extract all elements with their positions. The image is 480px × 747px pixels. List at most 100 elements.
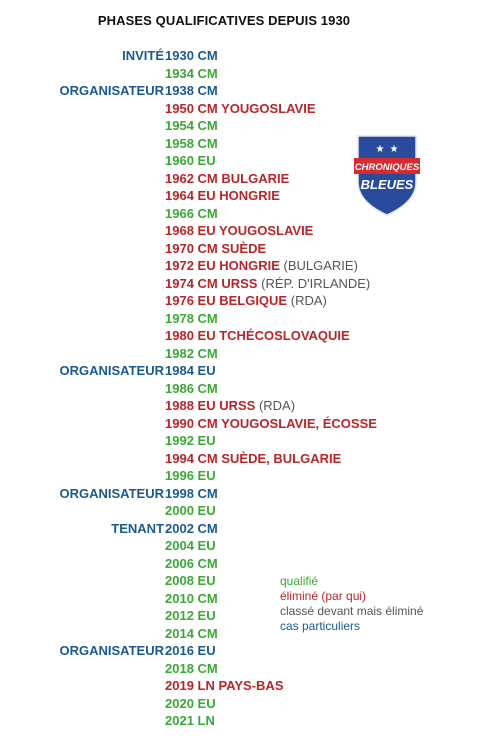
- row-label: 1950 CM YOUGOSLAVIE: [165, 100, 316, 116]
- row-prefix: ORGANISATEUR: [59, 485, 164, 501]
- row-label: 1958 CM: [165, 135, 218, 151]
- row-label: 1962 CM BULGARIE: [165, 170, 290, 186]
- timeline-row: 1974 CM URSS (RÉP. D'IRLANDE): [0, 275, 480, 293]
- row-label: 1982 CM: [165, 345, 218, 361]
- row-label: 2008 EU: [165, 573, 216, 588]
- row-label: 2004 EU: [165, 538, 216, 553]
- qualification-timeline: INVITÉ 1930 CM 1934 CM ORGANISATEUR 1938 C…: [0, 47, 480, 730]
- timeline-row: 1978 CM: [0, 310, 480, 328]
- legend-item-special: cas particuliers: [280, 619, 361, 633]
- timeline-row: 1934 CM: [0, 65, 480, 83]
- timeline-row: ORGANISATEUR 2016 EU: [0, 642, 480, 660]
- row-label: 2000 EU: [165, 503, 216, 518]
- timeline-row: 1970 CM SUÈDE: [0, 240, 480, 258]
- row-label: 1960 EU: [165, 153, 216, 168]
- timeline-row: 1994 CM SUÈDE, BULGARIE: [0, 450, 480, 468]
- timeline-row: 2000 EU: [0, 502, 480, 520]
- timeline-row: 1964 EU HONGRIE: [0, 187, 480, 205]
- logo-line2: BLEUES: [361, 177, 414, 192]
- row-label: 2002 CM: [165, 520, 218, 536]
- timeline-row: TENANT 2002 CM: [0, 520, 480, 538]
- timeline-row: 2021 LN: [0, 712, 480, 730]
- timeline-row: 1958 CM: [0, 135, 480, 153]
- row-label: 1988 EU URSS: [165, 398, 256, 413]
- chroniques-bleues-logo: ★ ★ CHRONIQUES BLEUES: [354, 135, 420, 216]
- timeline-row: 1962 CM BULGARIE: [0, 170, 480, 188]
- row-prefix: TENANT: [111, 520, 164, 536]
- row-label: 2016 EU: [165, 643, 216, 658]
- row-prefix: INVITÉ: [122, 48, 164, 63]
- row-label: 1970 CM SUÈDE: [165, 240, 267, 256]
- row-label: 1998 CM: [165, 485, 218, 501]
- row-label: 2006 CM: [165, 555, 218, 571]
- row-label: 1986 CM: [165, 380, 218, 396]
- timeline-row: ORGANISATEUR 1938 CM: [0, 82, 480, 100]
- timeline-row: 2008 EU: [0, 572, 480, 590]
- timeline-row: 1982 CM: [0, 345, 480, 363]
- timeline-row: 1960 EU: [0, 152, 480, 170]
- timeline-row: 2010 CM: [0, 590, 480, 608]
- row-label: 1978 CM: [165, 310, 218, 326]
- row-label: 1930 CM: [165, 48, 218, 63]
- row-label: 1976 EU BELGIQUE: [165, 293, 288, 308]
- logo-line1: CHRONIQUES: [355, 162, 420, 173]
- timeline-row: 2020 EU: [0, 695, 480, 713]
- row-ahead-note: (RDA): [290, 293, 327, 308]
- timeline-row: 1990 CM YOUGOSLAVIE, ÉCOSSE: [0, 415, 480, 433]
- timeline-row: 1968 EU YOUGOSLAVIE: [0, 222, 480, 240]
- timeline-row: 1972 EU HONGRIE (BULGARIE): [0, 257, 480, 275]
- legend-item-qualified: qualifié: [280, 574, 319, 588]
- row-label: 2020 EU: [165, 695, 216, 711]
- timeline-row: 2006 CM: [0, 555, 480, 573]
- timeline-row: 2004 EU: [0, 537, 480, 555]
- row-ahead-note: (RDA): [258, 398, 296, 413]
- timeline-row: 2018 CM: [0, 660, 480, 678]
- timeline-row: 1992 EU: [0, 432, 480, 450]
- row-label: 2014 CM: [165, 625, 218, 641]
- row-label: 1990 CM YOUGOSLAVIE, ÉCOSSE: [165, 415, 377, 431]
- timeline-row: 1986 CM: [0, 380, 480, 398]
- timeline-row: 1976 EU BELGIQUE (RDA): [0, 292, 480, 310]
- row-label: 1968 EU YOUGOSLAVIE: [165, 223, 314, 238]
- row-label: 1996 EU: [165, 468, 216, 483]
- row-label: 2010 CM: [165, 590, 218, 606]
- svg-text:★: ★: [376, 144, 385, 155]
- row-label: 1994 CM SUÈDE, BULGARIE: [165, 450, 342, 466]
- row-label: 1992 EU: [165, 433, 216, 448]
- timeline-row: 1950 CM YOUGOSLAVIE: [0, 100, 480, 118]
- timeline-row: INVITÉ 1930 CM: [0, 47, 480, 65]
- timeline-row: ORGANISATEUR 1984 EU: [0, 362, 480, 380]
- page-title: PHASES QUALIFICATIVES DEPUIS 1930: [97, 13, 351, 28]
- row-label: 1934 CM: [165, 65, 218, 81]
- row-prefix: ORGANISATEUR: [59, 363, 164, 378]
- row-label: 2012 EU: [165, 608, 216, 623]
- row-ahead-note: (RÉP. D'IRLANDE): [261, 275, 371, 291]
- legend-item-eliminated: éliminé (par qui): [280, 589, 367, 603]
- row-label: 1974 CM URSS: [165, 275, 258, 291]
- timeline-row: 1980 EU TCHÉCOSLOVAQUIE: [0, 327, 480, 345]
- timeline-row: 1966 CM: [0, 205, 480, 223]
- row-label: 1972 EU HONGRIE: [165, 258, 280, 273]
- timeline-row: ORGANISATEUR 1998 CM: [0, 485, 480, 503]
- row-label: 2019 LN PAYS-BAS: [165, 678, 284, 693]
- row-label: 1954 CM: [165, 118, 218, 133]
- row-label: 1966 CM: [165, 205, 218, 221]
- row-prefix: ORGANISATEUR: [59, 83, 164, 98]
- row-label: 2018 CM: [165, 660, 218, 676]
- timeline-row: 1954 CM: [0, 117, 480, 135]
- row-prefix: ORGANISATEUR: [59, 643, 164, 658]
- legend: qualifié éliminé (par qui) classé devant m…: [280, 574, 423, 634]
- timeline-row: 2014 CM: [0, 625, 480, 643]
- row-ahead-note: (BULGARIE): [283, 258, 358, 273]
- timeline-row: 2019 LN PAYS-BAS: [0, 677, 480, 695]
- legend-item-ahead: classé devant mais éliminé: [280, 604, 424, 618]
- row-label: 1938 CM: [165, 83, 218, 98]
- timeline-row: 1988 EU URSS (RDA): [0, 397, 480, 415]
- timeline-row: 2012 EU: [0, 607, 480, 625]
- timeline-row: 1996 EU: [0, 467, 480, 485]
- svg-text:★: ★: [390, 144, 399, 155]
- row-label: 1980 EU TCHÉCOSLOVAQUIE: [165, 328, 350, 343]
- row-label: 1984 EU: [165, 363, 216, 378]
- row-label: 2021 LN: [165, 713, 215, 728]
- row-label: 1964 EU HONGRIE: [165, 188, 280, 203]
